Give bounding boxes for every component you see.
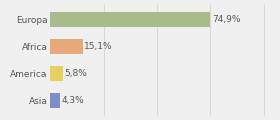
Bar	[50, 93, 60, 108]
Text: 4,3%: 4,3%	[61, 96, 84, 105]
Text: 74,9%: 74,9%	[212, 15, 241, 24]
Text: 15,1%: 15,1%	[84, 42, 113, 51]
Bar	[50, 12, 210, 27]
Text: 5,8%: 5,8%	[64, 69, 87, 78]
Bar	[50, 39, 83, 54]
Bar	[50, 66, 63, 81]
